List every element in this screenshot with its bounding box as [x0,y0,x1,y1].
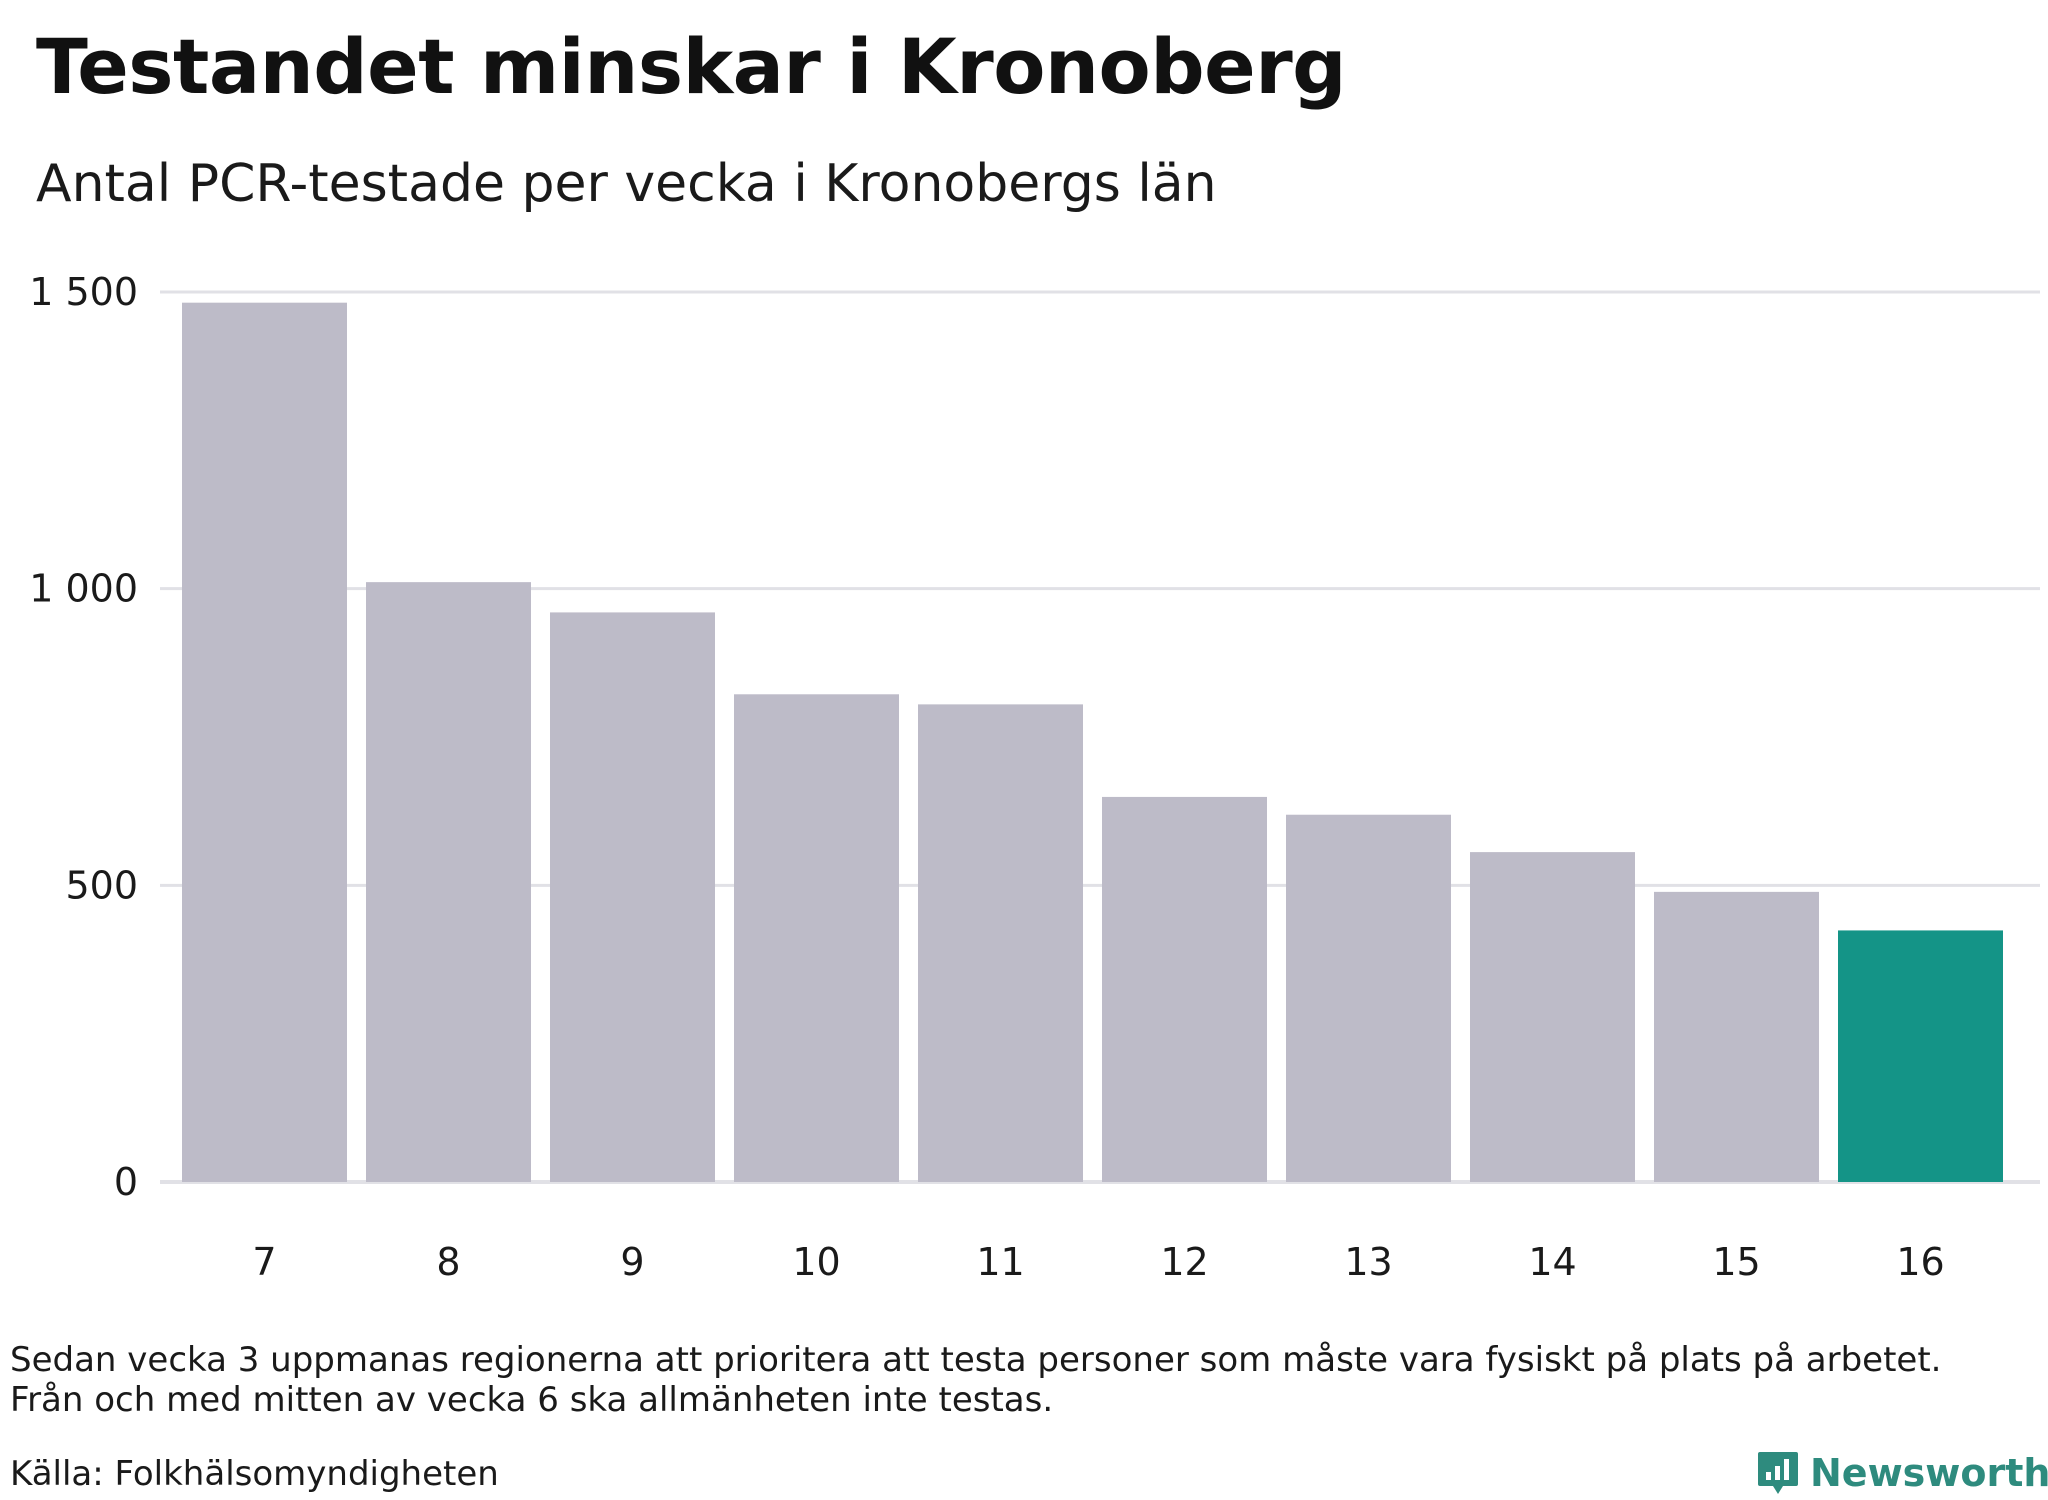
x-tick-label: 8 [436,1240,460,1284]
x-tick-label: 13 [1344,1240,1392,1284]
bar [366,582,531,1182]
note-line-1: Sedan vecka 3 uppmanas regionerna att pr… [10,1340,1942,1380]
x-tick-label: 16 [1896,1240,1944,1284]
y-tick-label: 1 500 [29,270,138,314]
chart-subtitle: Antal PCR-testade per vecka i Kronobergs… [36,154,1217,214]
bar [1286,814,1451,1182]
source-text: Källa: Folkhälsomyndigheten [10,1454,499,1494]
bar [1654,891,1819,1182]
x-tick-label: 9 [620,1240,644,1284]
y-tick-label: 0 [114,1160,138,1204]
newsworthy-logo-icon [1758,1452,1798,1494]
x-tick-label: 7 [252,1240,276,1284]
note-line-2: Från och med mitten av vecka 6 ska allmä… [10,1380,1054,1420]
bar [550,612,715,1182]
y-tick-label: 500 [65,863,138,907]
x-tick-label: 15 [1712,1240,1760,1284]
bar [1838,930,2003,1182]
x-tick-label: 14 [1528,1240,1576,1284]
brand-logo: Newsworthy [1756,1450,2048,1496]
bar-chart: 0 500 1 000 1 500 7 8 9 10 11 12 13 14 15 16 [29,270,2040,1284]
bar [734,694,899,1182]
bar [918,704,1083,1182]
bar [1102,796,1267,1182]
chart-note: Sedan vecka 3 uppmanas regionerna att pr… [10,1340,1941,1420]
chart-title: Testandet minskar i Kronoberg [36,22,1347,111]
bar [1470,852,1635,1182]
brand-name: Newsworthy [1810,1451,2048,1495]
x-tick-label: 12 [1160,1240,1208,1284]
x-tick-label: 10 [792,1240,840,1284]
y-tick-label: 1 000 [29,567,138,611]
x-tick-label: 11 [976,1240,1024,1284]
bar [182,302,347,1182]
